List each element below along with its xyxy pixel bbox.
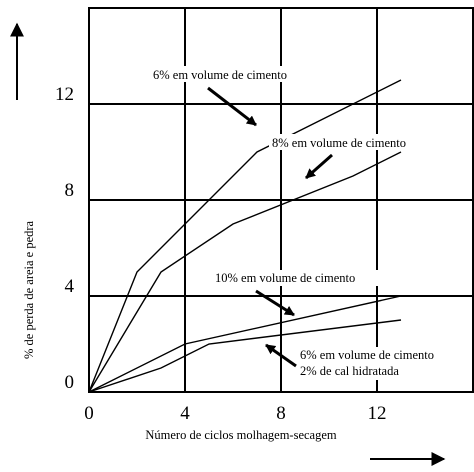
annotation-10pct-cement: 10% em volume de cimento <box>212 270 418 317</box>
annotation-8pct-cement: 8% em volume de cimento <box>269 134 472 180</box>
y-tick-label: 12 <box>55 84 74 105</box>
svg-text:6% em volume de cimento: 6% em volume de cimento <box>300 348 434 362</box>
y-axis-label: % de perda de areia e pedra <box>22 220 36 359</box>
svg-text:2% de cal hidratada: 2% de cal hidratada <box>300 364 399 378</box>
svg-text:10% em volume de cimento: 10% em volume de cimento <box>215 271 355 285</box>
series-group <box>88 79 402 393</box>
y-tick-label: 4 <box>65 276 75 297</box>
annotation-6pct-cement-2pct-lime: 6% em volume de cimento 2% de cal hidrat… <box>265 343 472 380</box>
x-tick-label: 12 <box>368 403 387 424</box>
y-tick-label: 8 <box>65 180 75 201</box>
series-line-1 <box>88 151 402 393</box>
x-tick-label: 4 <box>180 403 190 424</box>
series-line-0 <box>88 79 402 393</box>
series-line-3 <box>88 319 402 393</box>
x-tick-label: 8 <box>276 403 286 424</box>
x-axis-label: Número de ciclos molhagem-secagem <box>145 428 337 442</box>
plot-frame <box>88 7 474 393</box>
x-tick-labels: 0 4 8 12 <box>84 403 386 424</box>
y-tick-label: 0 <box>65 372 75 393</box>
annotation-6pct-cement: 6% em volume de cimento <box>150 66 350 127</box>
series-line-2 <box>88 295 402 393</box>
y-tick-labels: 0 4 8 12 <box>55 84 75 393</box>
x-tick-label: 0 <box>84 403 94 424</box>
svg-text:6% em volume de cimento: 6% em volume de cimento <box>153 68 287 82</box>
svg-text:8% em volume de cimento: 8% em volume de cimento <box>272 136 406 150</box>
